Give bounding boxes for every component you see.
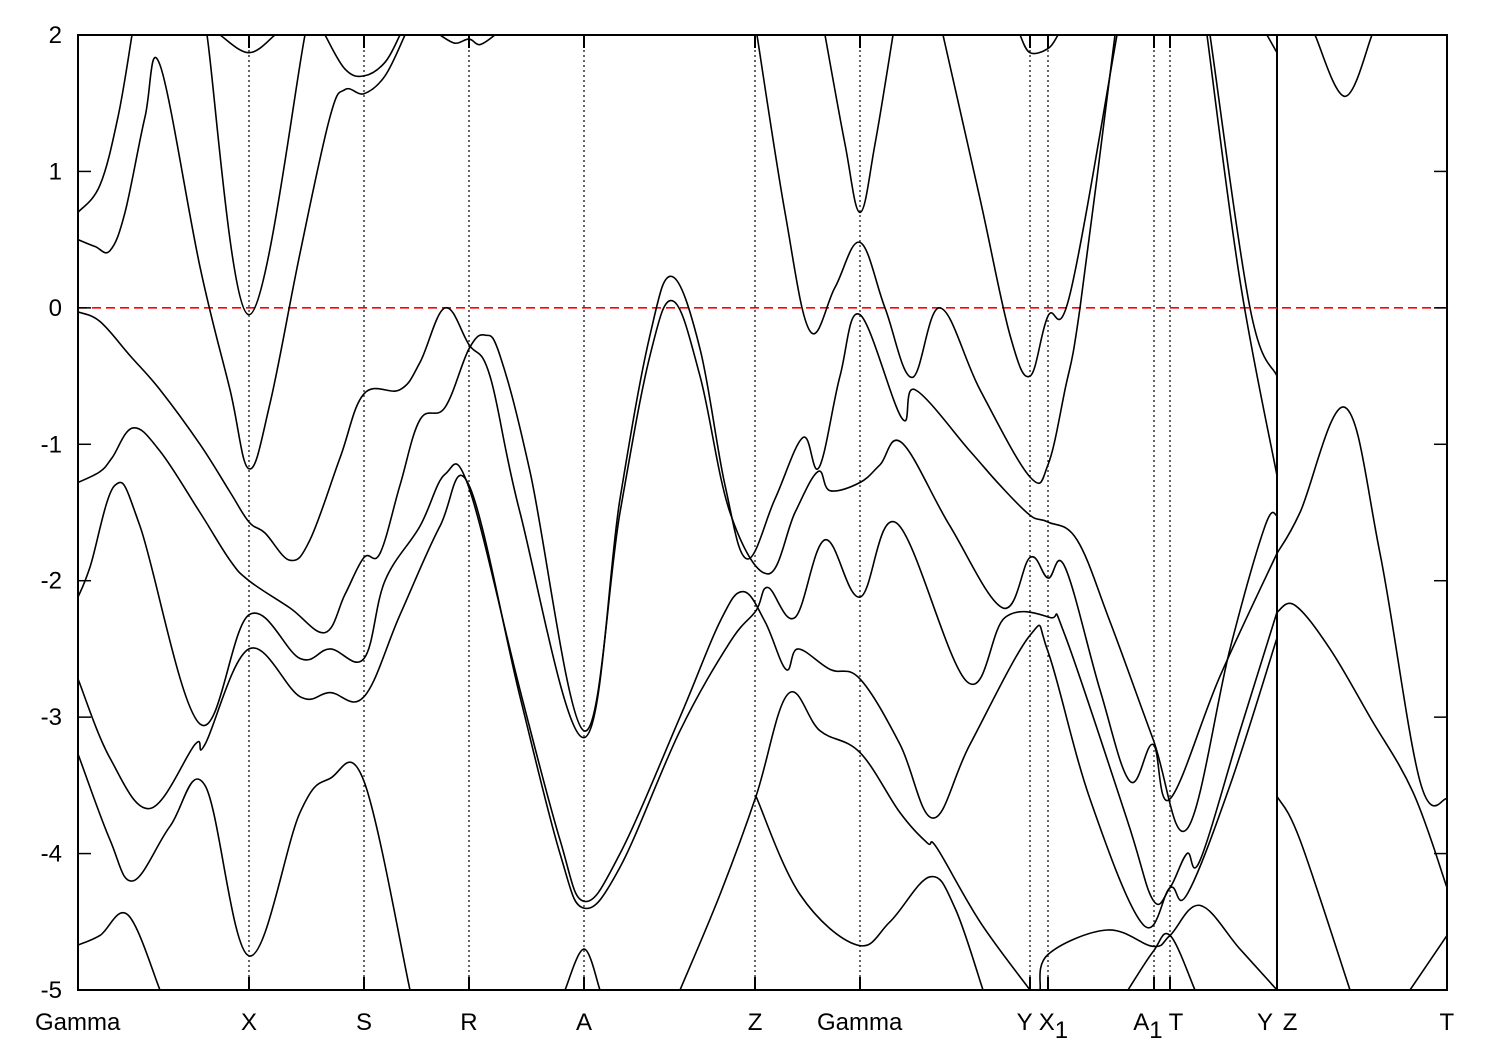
y-tick-label: -1: [41, 431, 62, 458]
band-25: [1276, 406, 1447, 807]
high-symmetry-lines: [248, 35, 1278, 990]
y-tick-label: 0: [49, 295, 62, 322]
band-7: [78, 275, 1278, 833]
band-15: [755, 795, 984, 990]
band-2: [78, 35, 406, 470]
kpoint-label-text: Gamma: [35, 1009, 121, 1036]
band-11: [78, 753, 411, 990]
kpoint-label: Y: [1017, 1009, 1033, 1036]
band-3: [206, 35, 306, 316]
band-20: [942, 35, 1118, 378]
kpoint-label-subscript: 1: [1149, 1017, 1162, 1044]
band-26: [1276, 602, 1447, 888]
kpoint-label: T: [1440, 1009, 1455, 1036]
band-5: [324, 35, 401, 78]
band-9: [78, 463, 1278, 929]
kpoint-label-text: Y: [1017, 1009, 1033, 1036]
band-4: [219, 35, 276, 54]
kpoint-label: A1: [1133, 1009, 1162, 1044]
band-8: [78, 299, 1278, 802]
y-axis: -5 -4 -3 -2 -1 0 1 2: [41, 22, 1447, 1004]
band-19: [824, 35, 894, 214]
band-1: [78, 35, 133, 213]
kpoint-label-text: T: [1440, 1009, 1455, 1036]
kpoint-label: R: [460, 1009, 477, 1036]
kpoint-label: Z: [748, 1009, 763, 1036]
kpoint-label: T: [1169, 1009, 1184, 1036]
kpoint-label-text: A: [1133, 1009, 1149, 1036]
kpoint-label: Z: [1283, 1009, 1298, 1036]
kpoint-label-text: Gamma: [817, 1009, 903, 1036]
y-tick-label: -3: [41, 704, 62, 731]
band-27: [1276, 795, 1351, 990]
band-22: [1206, 35, 1278, 476]
band-12: [78, 912, 161, 990]
band-21: [1019, 35, 1059, 55]
band-10: [78, 474, 1278, 910]
kpoint-label: S: [356, 1009, 372, 1036]
band-6: [439, 35, 496, 46]
kpoint-label-text: Z: [748, 1009, 763, 1036]
y-tick-label: -4: [41, 841, 62, 868]
kpoint-label: Gamma: [35, 1009, 121, 1036]
band-17: [1127, 932, 1196, 990]
band-29: [1314, 35, 1373, 98]
kpoint-label: X1: [1039, 1009, 1068, 1044]
band-23: [1209, 35, 1278, 377]
band-24: [1266, 35, 1278, 54]
kpoint-label: X: [241, 1009, 257, 1036]
kpoint-label: Gamma: [817, 1009, 903, 1036]
y-tick-label: 2: [49, 22, 62, 49]
band-28: [1409, 934, 1447, 990]
band-16: [1039, 904, 1278, 990]
kpoint-label-subscript: 1: [1055, 1017, 1068, 1044]
y-tick-label: 1: [49, 158, 62, 185]
kpoint-label-text: Y: [1257, 1009, 1273, 1036]
kpoint-label: Y: [1257, 1009, 1273, 1036]
y-tick-label: -5: [41, 977, 62, 1004]
kpoint-label: A: [576, 1009, 592, 1036]
kpoint-label-text: A: [576, 1009, 592, 1036]
band-curves: [78, 35, 1447, 990]
kpoint-label-text: S: [356, 1009, 372, 1036]
kpoint-label-text: X: [241, 1009, 257, 1036]
band-14: [679, 691, 1031, 990]
y-tick-label: -2: [41, 568, 62, 595]
plot-frame: [77, 34, 1448, 991]
band-18: [756, 35, 1116, 485]
kpoint-label-text: X: [1039, 1009, 1055, 1036]
kpoint-label-text: T: [1169, 1009, 1184, 1036]
kpoint-label-text: Z: [1283, 1009, 1298, 1036]
x-axis: Gamma X S R A Z Gamma Y X1 A1 T Y Z T: [35, 35, 1455, 1044]
band-13: [564, 948, 601, 990]
kpoint-label-text: R: [460, 1009, 477, 1036]
